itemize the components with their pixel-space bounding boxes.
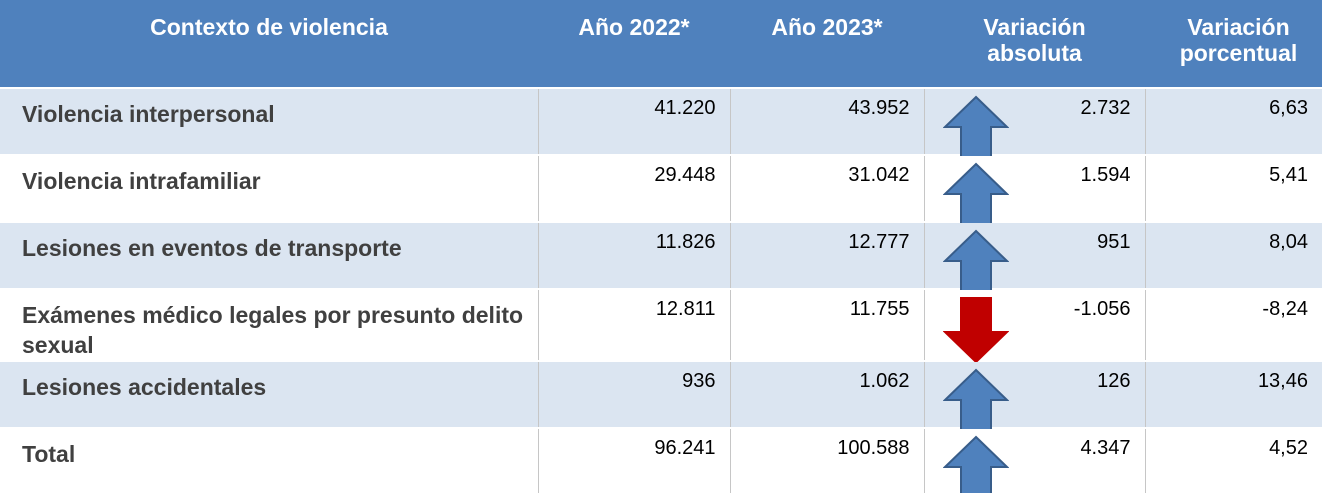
cell: 12.777	[729, 221, 924, 289]
cell: -8,24	[1144, 288, 1322, 361]
cell: 8,04	[1144, 221, 1322, 289]
cell-text: 11.826	[655, 231, 716, 253]
cell-text: 96.241	[654, 437, 716, 459]
cell-text: 1.062	[859, 370, 910, 392]
header-cell: Variación absoluta	[924, 0, 1145, 88]
cell-text: 12.777	[848, 231, 910, 253]
cell: 11.826	[537, 221, 730, 289]
table-row: Violencia interpersonal 41.220 43.952 2.732…	[0, 87, 1322, 164]
cell-text: 936	[682, 370, 716, 392]
cell: 31.042	[729, 154, 924, 222]
cell: 2.732	[923, 87, 1145, 164]
cell: 29.448	[537, 154, 730, 222]
cell-text: Total	[22, 441, 76, 467]
cell: 1.062	[729, 360, 924, 428]
table-row: Exámenes médico legales por presunto del…	[0, 288, 1322, 363]
cell: -1.056	[923, 288, 1145, 363]
cell: 4,52	[1144, 427, 1322, 493]
cell-text: 126	[1097, 370, 1131, 392]
cell-text: Lesiones en eventos de transporte	[22, 235, 402, 261]
row-label: Exámenes médico legales por presunto del…	[0, 288, 538, 361]
cell-text: 951	[1097, 231, 1131, 253]
table-row: Total 96.241 100.588 4.347 4,52	[0, 427, 1322, 493]
cell-text: Lesiones accidentales	[22, 374, 267, 400]
row-label: Violencia interpersonal	[0, 87, 538, 155]
cell: 5,41	[1144, 154, 1322, 222]
cell-text: 4.347	[1080, 437, 1131, 459]
cell: 13,46	[1144, 360, 1322, 428]
cell: 96.241	[537, 427, 730, 493]
header-cell: Contexto de violencia	[0, 0, 538, 88]
cell-text: 100.588	[837, 437, 910, 459]
cell-text: 43.952	[848, 97, 910, 119]
cell-text: Violencia intrafamiliar	[22, 168, 261, 194]
cell: 100.588	[729, 427, 924, 493]
table-row: Lesiones en eventos de transporte 11.826 1…	[0, 221, 1322, 298]
cell-text: 41.220	[654, 97, 716, 119]
cell-text: 12.811	[655, 298, 716, 320]
cell-text: 5,41	[1269, 164, 1308, 186]
cell: 936	[537, 360, 730, 428]
cell-text: 1.594	[1080, 164, 1131, 186]
cell: 6,63	[1144, 87, 1322, 155]
cell-text: 31.042	[848, 164, 910, 186]
header-row: Contexto de violencia Año 2022* Año 2023…	[0, 0, 1322, 88]
cell-text: 11.755	[849, 298, 910, 320]
cell-text: -1.056	[1073, 298, 1131, 320]
cell: 951	[923, 221, 1145, 298]
row-label: Lesiones accidentales	[0, 360, 538, 428]
header-cell: Año 2022*	[538, 0, 730, 88]
row-label: Total	[0, 427, 538, 493]
cell-text: 29.448	[654, 164, 716, 186]
cell: 126	[923, 360, 1145, 437]
cell-text: Violencia interpersonal	[22, 101, 275, 127]
cell: 11.755	[729, 288, 924, 361]
cell-text: -8,24	[1262, 298, 1308, 320]
cell-text: 2.732	[1080, 97, 1131, 119]
cell: 12.811	[537, 288, 730, 361]
row-label: Violencia intrafamiliar	[0, 154, 538, 222]
cell-text: 8,04	[1269, 231, 1308, 253]
table-row: Violencia intrafamiliar 29.448 31.042 1.594…	[0, 154, 1322, 231]
header-cell: Año 2023*	[730, 0, 924, 88]
cell: 41.220	[537, 87, 730, 155]
cell: 43.952	[729, 87, 924, 155]
cell-text: Exámenes médico legales por presunto del…	[22, 302, 524, 358]
cell-text: 13,46	[1257, 370, 1308, 392]
header-cell: Variación porcentual	[1145, 0, 1322, 88]
arrow-up	[943, 436, 1008, 493]
cell: 1.594	[923, 154, 1145, 231]
arrow-down	[943, 297, 1008, 363]
cell-text: 4,52	[1269, 437, 1308, 459]
cell-text: 6,63	[1269, 97, 1308, 119]
table-row: Lesiones accidentales 936 1.062 126 13,46	[0, 360, 1322, 437]
row-label: Lesiones en eventos de transporte	[0, 221, 538, 289]
cell: 4.347	[923, 427, 1145, 493]
